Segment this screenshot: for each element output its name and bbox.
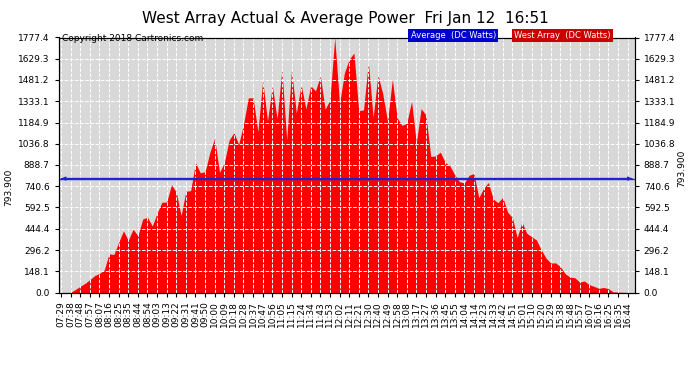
Text: 793.900: 793.900 xyxy=(677,150,687,188)
Text: Average  (DC Watts): Average (DC Watts) xyxy=(411,31,496,40)
Text: 793.900: 793.900 xyxy=(3,169,13,206)
Text: Copyright 2018 Cartronics.com: Copyright 2018 Cartronics.com xyxy=(62,34,204,43)
Text: West Array  (DC Watts): West Array (DC Watts) xyxy=(514,31,611,40)
Text: West Array Actual & Average Power  Fri Jan 12  16:51: West Array Actual & Average Power Fri Ja… xyxy=(141,11,549,26)
